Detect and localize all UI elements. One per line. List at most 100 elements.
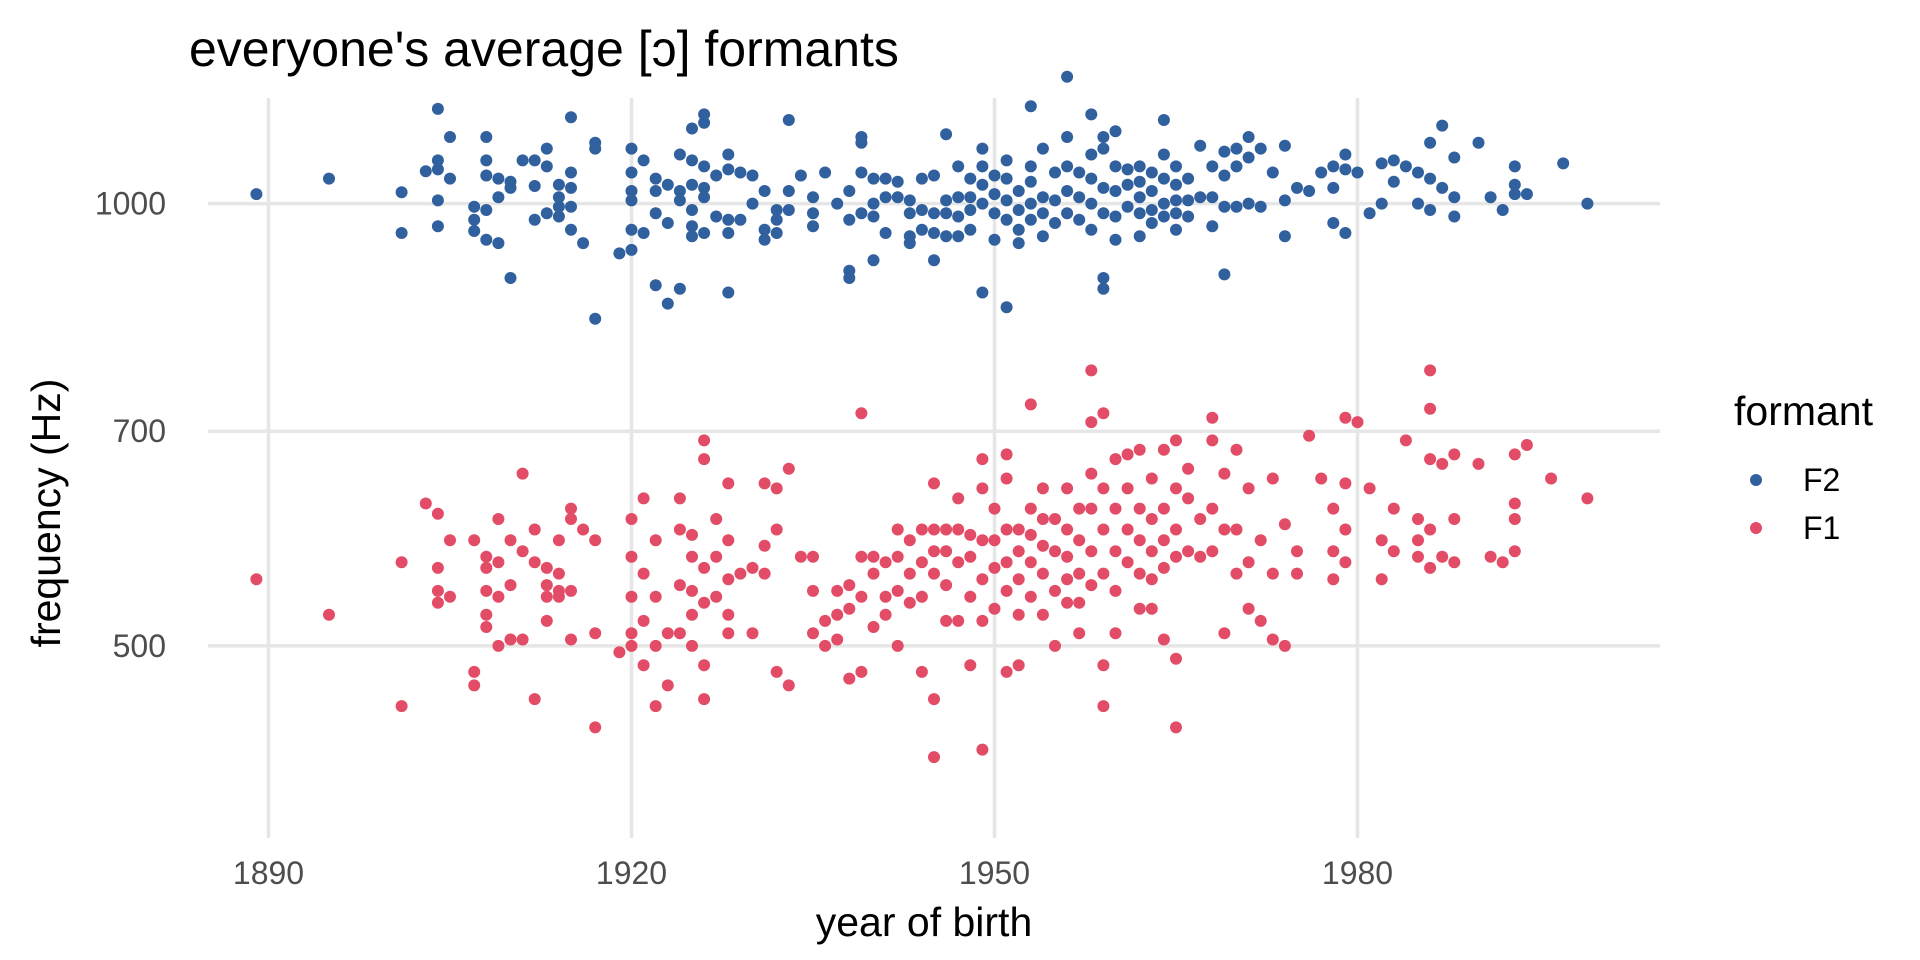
data-point-f1 bbox=[565, 633, 577, 646]
data-point-f1 bbox=[928, 693, 940, 706]
data-point-f1 bbox=[1073, 567, 1086, 580]
data-point-f2 bbox=[419, 165, 432, 178]
data-point-f2 bbox=[1157, 114, 1170, 126]
data-point-f1 bbox=[1436, 457, 1449, 470]
data-point-f1 bbox=[1133, 602, 1146, 615]
data-point-f2 bbox=[770, 227, 783, 239]
data-point-f1 bbox=[903, 567, 916, 580]
data-point-f2 bbox=[1133, 160, 1146, 173]
data-point-f2 bbox=[1206, 191, 1219, 204]
data-point-f1 bbox=[940, 523, 953, 536]
data-point-f2 bbox=[1170, 223, 1182, 236]
data-point-f2 bbox=[492, 191, 505, 204]
data-point-f2 bbox=[686, 230, 698, 243]
data-point-f2 bbox=[1387, 175, 1400, 188]
data-point-f2 bbox=[1254, 200, 1267, 213]
data-point-f2 bbox=[1278, 230, 1291, 243]
data-point-f2 bbox=[1206, 160, 1219, 173]
data-point-f2 bbox=[843, 185, 856, 197]
data-point-f1 bbox=[1049, 513, 1061, 525]
data-point-f2 bbox=[1436, 181, 1449, 194]
data-point-f1 bbox=[928, 523, 940, 536]
data-point-f1 bbox=[1061, 550, 1074, 563]
data-point-f2 bbox=[686, 220, 698, 233]
data-point-f2 bbox=[625, 142, 638, 155]
data-point-f2 bbox=[1424, 204, 1437, 216]
data-point-f1 bbox=[1170, 652, 1182, 665]
data-point-f1 bbox=[1036, 513, 1049, 525]
data-point-f1 bbox=[1097, 407, 1110, 420]
data-point-f2 bbox=[1448, 151, 1461, 164]
data-point-f2 bbox=[468, 200, 481, 213]
data-point-f1 bbox=[1024, 502, 1037, 515]
data-point-f2 bbox=[1218, 145, 1231, 158]
data-point-f2 bbox=[867, 172, 880, 185]
data-point-f1 bbox=[528, 693, 541, 706]
data-point-f2 bbox=[988, 188, 1001, 201]
data-point-f1 bbox=[831, 633, 844, 646]
data-point-f2 bbox=[1230, 142, 1243, 155]
data-point-f2 bbox=[540, 160, 553, 173]
data-point-f1 bbox=[492, 513, 505, 525]
data-point-f2 bbox=[1036, 191, 1049, 204]
data-point-f2 bbox=[698, 160, 711, 173]
data-point-f2 bbox=[915, 204, 928, 216]
data-point-f2 bbox=[625, 194, 638, 207]
data-point-f2 bbox=[528, 213, 541, 226]
data-point-f2 bbox=[1339, 227, 1352, 239]
data-point-f2 bbox=[1363, 207, 1376, 220]
data-point-f1 bbox=[867, 567, 880, 580]
data-point-f1 bbox=[1109, 545, 1122, 558]
data-point-f1 bbox=[1484, 550, 1497, 563]
data-point-f1 bbox=[1061, 482, 1074, 495]
data-point-f1 bbox=[1061, 596, 1074, 609]
data-point-f2 bbox=[1024, 213, 1037, 226]
data-point-f2 bbox=[1303, 185, 1316, 197]
data-point-f1 bbox=[976, 573, 989, 586]
data-point-f2 bbox=[915, 223, 928, 236]
data-point-f1 bbox=[492, 556, 505, 569]
data-point-f2 bbox=[1375, 197, 1388, 210]
data-point-f2 bbox=[1109, 210, 1122, 223]
data-point-f2 bbox=[1073, 191, 1086, 204]
data-point-f2 bbox=[964, 172, 977, 185]
data-point-f2 bbox=[565, 111, 577, 124]
data-point-f1 bbox=[516, 545, 529, 558]
x-tick-label: 1950 bbox=[959, 855, 1030, 891]
data-point-f1 bbox=[867, 621, 880, 633]
data-point-f2 bbox=[528, 154, 541, 167]
data-point-f2 bbox=[1170, 207, 1182, 220]
data-point-f2 bbox=[1145, 185, 1158, 197]
data-point-f2 bbox=[1085, 108, 1098, 121]
data-point-f2 bbox=[1315, 166, 1328, 179]
data-point-f2 bbox=[1073, 213, 1086, 226]
data-point-f1 bbox=[746, 561, 759, 574]
data-point-f2 bbox=[1508, 188, 1521, 201]
data-point-f2 bbox=[903, 194, 916, 207]
data-point-f2 bbox=[1170, 194, 1182, 207]
x-tick-label: 1980 bbox=[1322, 855, 1393, 891]
data-point-f1 bbox=[565, 584, 577, 597]
data-point-f2 bbox=[565, 166, 577, 179]
x-tick-label: 1920 bbox=[596, 855, 667, 891]
data-point-f1 bbox=[928, 751, 940, 764]
data-point-f2 bbox=[431, 163, 444, 176]
data-point-f1 bbox=[855, 550, 868, 563]
data-point-f1 bbox=[1375, 534, 1388, 547]
data-point-f1 bbox=[1170, 550, 1182, 563]
data-point-f1 bbox=[1182, 492, 1195, 505]
data-point-f2 bbox=[879, 227, 892, 239]
data-point-f1 bbox=[1520, 439, 1533, 451]
data-point-f2 bbox=[661, 178, 674, 191]
data-point-f1 bbox=[589, 534, 602, 547]
data-point-f2 bbox=[831, 197, 844, 210]
data-point-f1 bbox=[722, 627, 735, 640]
data-point-f1 bbox=[722, 534, 735, 547]
data-point-f2 bbox=[637, 154, 650, 167]
data-point-f2 bbox=[1339, 163, 1352, 176]
data-point-f1 bbox=[964, 550, 977, 563]
data-point-f1 bbox=[1206, 545, 1219, 558]
data-point-f1 bbox=[504, 633, 517, 646]
data-point-f1 bbox=[1424, 453, 1437, 466]
data-point-f2 bbox=[807, 207, 819, 220]
